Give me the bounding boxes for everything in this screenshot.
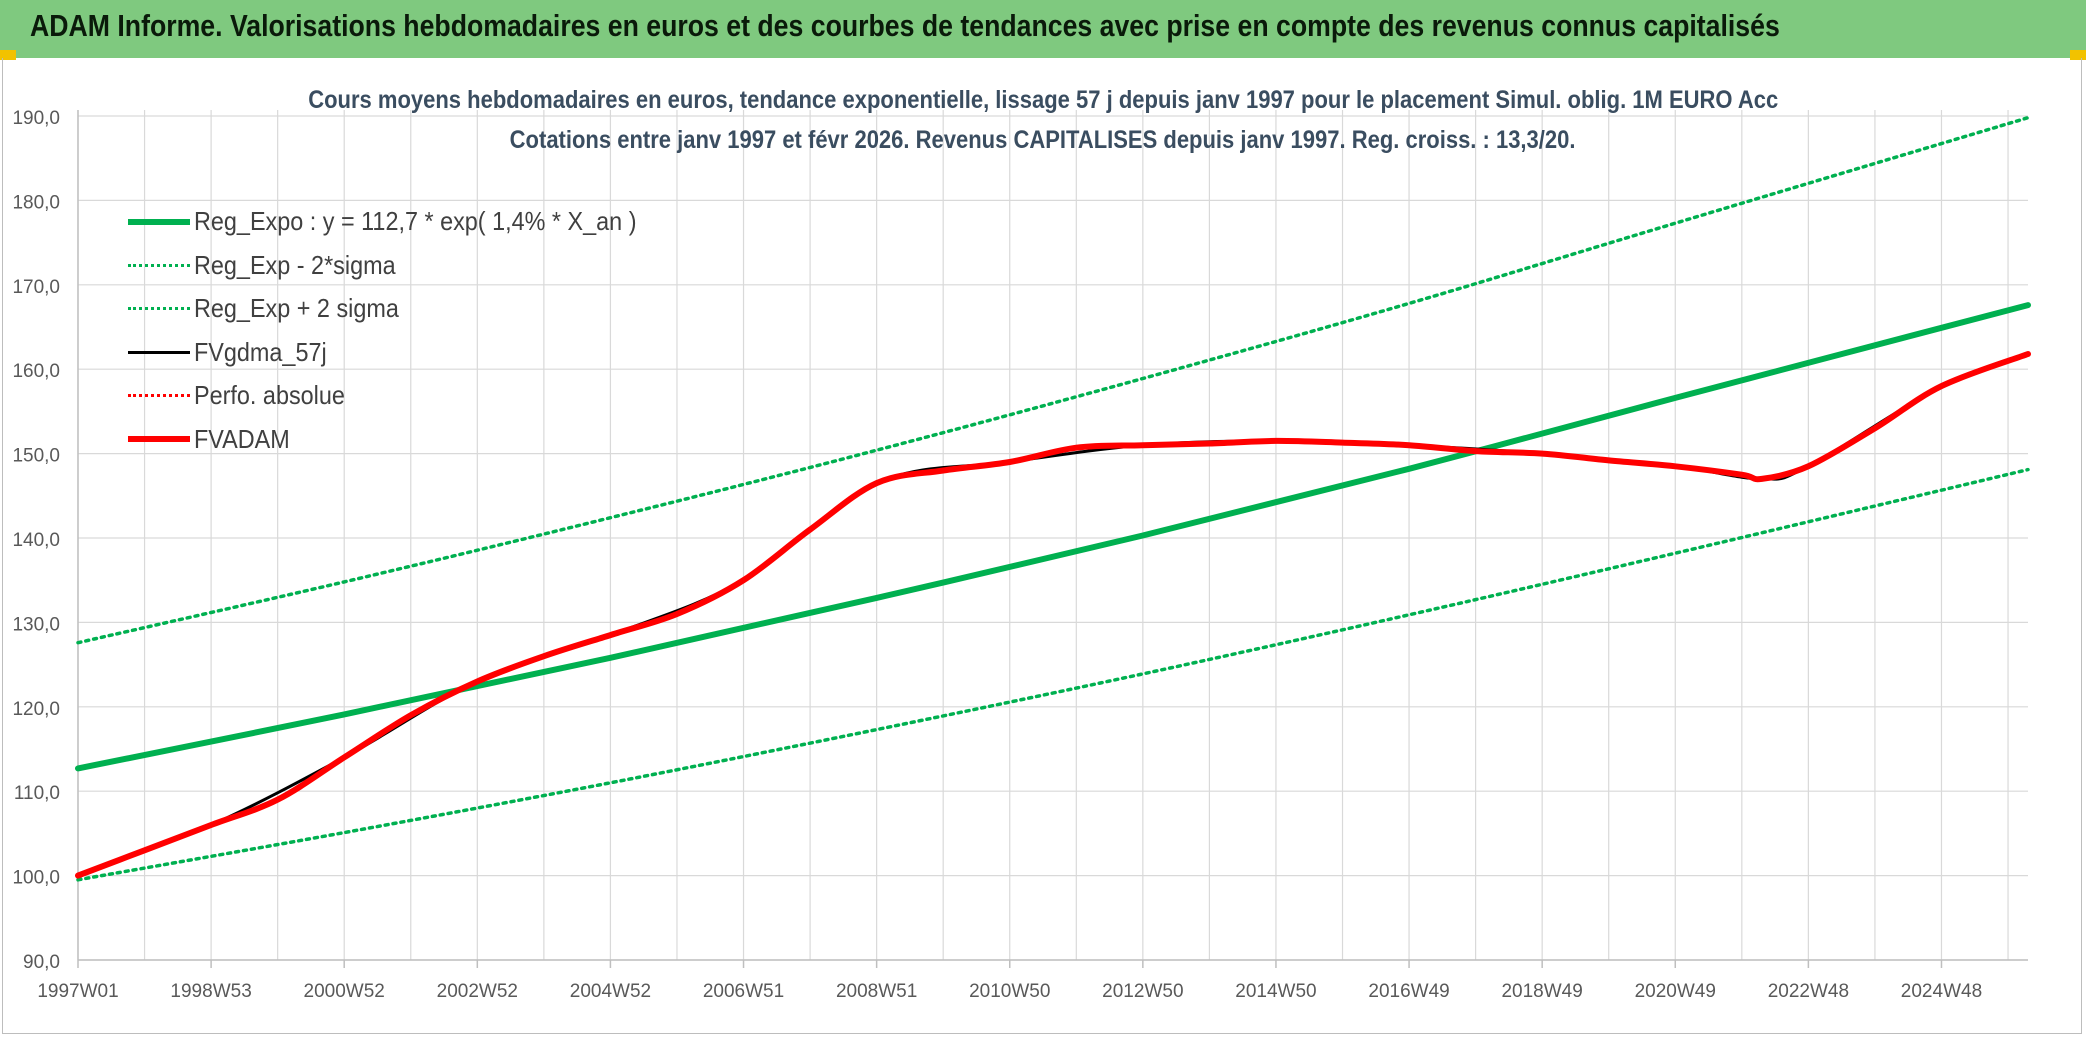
x-tick-label: 2014W50 [1235,981,1316,1002]
legend-label: Reg_Exp + 2 sigma [194,293,399,324]
y-tick-label: 170,0 [12,277,60,298]
legend-item-reg-exp-minus-2sigma: Reg_Exp - 2*sigma [128,244,686,288]
corner-marker-right [2070,50,2086,60]
chart-legend: Reg_Expo : y = 112,7 * exp( 1,4% * X_an … [128,200,686,461]
banner-title: ADAM Informe. Valorisations hebdomadaire… [30,8,1780,43]
x-tick-label: 2018W49 [1501,981,1582,1002]
series-line-fvadam [75,351,2031,879]
x-tick-label: 2010W50 [969,981,1050,1002]
legend-swatch [128,263,190,267]
legend-label: FVgdma_57j [194,336,327,367]
y-tick-label: 190,0 [12,108,60,129]
series-line-reg-exp-minus-2sigma [76,467,2030,882]
x-tick-label: 2012W50 [1102,981,1183,1002]
title-banner: ADAM Informe. Valorisations hebdomadaire… [0,0,2086,58]
x-tick-label: 2004W52 [570,981,651,1002]
legend-label: Perfo. absolue [194,380,345,411]
x-tick-label: 2016W49 [1368,981,1449,1002]
x-tick-label: 2002W52 [437,981,518,1002]
chart-title-line-2: Cotations entre janv 1997 et févr 2026. … [510,126,1576,154]
y-tick-label: 150,0 [12,446,60,467]
y-tick-label: 100,0 [12,868,60,889]
chart-title-line-1: Cours moyens hebdomadaires en euros, ten… [308,86,1778,114]
x-tick-label: 1998W53 [170,981,251,1002]
y-tick-label: 90,0 [23,952,60,973]
legend-swatch [128,436,190,443]
series-line-reg-expo [75,302,2031,772]
legend-item-perfo-absolue: Perfo. absolue [128,374,686,418]
x-tick-label: 2006W51 [703,981,784,1002]
chart-frame [2,58,2082,1034]
legend-label: FVADAM [194,423,290,454]
y-tick-label: 180,0 [12,192,60,213]
corner-marker-left [0,50,16,60]
y-tick-label: 120,0 [12,699,60,720]
x-tick-label: 1997W01 [37,981,118,1002]
y-tick-label: 140,0 [12,530,60,551]
legend-label: Reg_Expo : y = 112,7 * exp( 1,4% * X_an … [194,206,637,237]
legend-item-reg-exp-plus-2sigma: Reg_Exp + 2 sigma [128,287,686,331]
legend-swatch [128,307,190,311]
legend-swatch [128,394,190,398]
legend-item-reg-expo: Reg_Expo : y = 112,7 * exp( 1,4% * X_an … [128,200,686,244]
legend-label: Reg_Exp - 2*sigma [194,249,396,280]
series-line-reg-exp-plus-2sigma [76,115,2030,645]
legend-swatch [128,350,190,354]
x-tick-label: 2000W52 [304,981,385,1002]
x-tick-label: 2008W51 [836,981,917,1002]
legend-item-fvgdma-57j: FVgdma_57j [128,331,686,375]
y-tick-label: 130,0 [12,614,60,635]
y-tick-label: 110,0 [14,783,60,804]
legend-swatch [128,218,190,225]
x-tick-label: 2024W48 [1901,981,1982,1002]
x-tick-label: 2020W49 [1635,981,1716,1002]
x-tick-label: 2022W48 [1768,981,1849,1002]
legend-item-fvadam: FVADAM [128,418,686,462]
y-tick-label: 160,0 [12,361,60,382]
